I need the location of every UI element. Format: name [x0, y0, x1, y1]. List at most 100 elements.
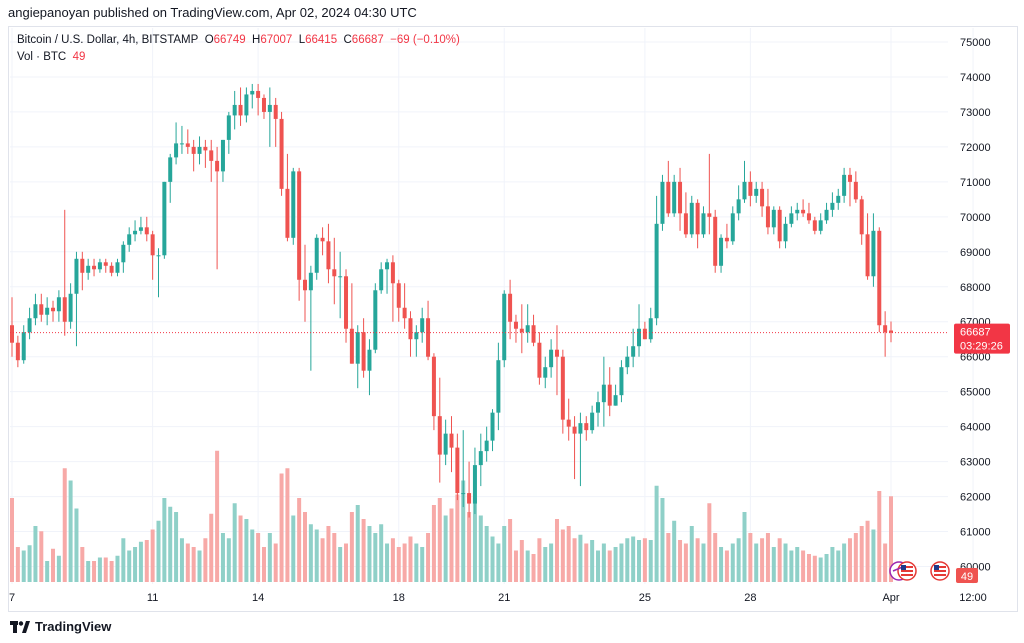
us-flag-icon[interactable]: [930, 561, 950, 581]
volume-bar: [232, 503, 237, 582]
candle-body: [648, 318, 653, 340]
time-tick-label: 28: [744, 592, 756, 604]
candle-body: [795, 209, 800, 214]
volume-bar: [806, 554, 811, 582]
candle-body: [760, 188, 765, 207]
volume-bar: [250, 529, 255, 582]
published-header: angiepanoyan published on TradingView.co…: [8, 5, 417, 20]
volume-bar: [654, 485, 659, 582]
volume-bar: [455, 494, 460, 582]
candle: [683, 192, 688, 238]
candle-body: [379, 269, 384, 291]
candle-body: [127, 234, 132, 245]
candle: [314, 234, 319, 280]
candle-body: [197, 146, 202, 154]
candle-body: [625, 356, 630, 368]
candle-body: [174, 143, 179, 158]
volume-bar: [713, 533, 718, 582]
volume-label[interactable]: Vol · BTC: [17, 51, 67, 63]
candle-body: [666, 181, 671, 214]
volume-bar: [138, 541, 143, 582]
candle-body: [713, 216, 718, 266]
candle: [349, 283, 354, 364]
candle-body: [461, 493, 466, 495]
volume-bar: [74, 508, 79, 582]
candle: [62, 209, 67, 336]
candle: [21, 325, 26, 364]
candle-body: [771, 209, 776, 228]
candle: [291, 167, 296, 245]
candle-body: [74, 258, 79, 294]
chart-frame[interactable]: [8, 26, 1018, 612]
candle: [127, 227, 132, 252]
volume-bar: [701, 543, 706, 582]
candle-body: [484, 440, 489, 452]
candle: [742, 160, 747, 203]
candle: [449, 416, 454, 473]
candle: [824, 202, 829, 224]
candle: [33, 293, 38, 326]
candle-body: [185, 143, 190, 147]
candle-body: [619, 367, 624, 396]
price-axis: 75000 74000 73000 72000 71000 70000 69000 68000…: [960, 37, 991, 574]
volume-bar: [619, 543, 624, 582]
symbol-label[interactable]: Bitcoin / U.S. Dollar, 4h, BITSTAMP: [17, 34, 199, 46]
candle: [847, 167, 852, 207]
candle: [730, 206, 735, 245]
tradingview-footer[interactable]: TradingView: [10, 619, 111, 634]
volume-bar: [695, 538, 700, 582]
candle-body: [297, 171, 302, 280]
candle: [238, 87, 243, 126]
volume-bar: [842, 543, 847, 582]
chart-legend: Bitcoin / U.S. Dollar, 4h, BITSTAMP O667…: [17, 32, 460, 66]
volume-bar: [238, 515, 243, 582]
candle: [396, 279, 401, 322]
candle-body: [27, 318, 32, 333]
candle-body: [291, 171, 296, 238]
candle-body: [877, 230, 882, 326]
candle-body: [62, 297, 67, 322]
us-flag-icon[interactable]: [889, 561, 917, 581]
volume-bar: [472, 498, 477, 582]
volume-bar: [566, 526, 571, 582]
candle-body: [367, 349, 372, 371]
volume-bar: [390, 538, 395, 582]
candle-body: [15, 342, 20, 361]
volume-bar: [39, 531, 44, 582]
change-value: −69 (−0.10%): [390, 34, 460, 46]
candle-body: [455, 447, 460, 494]
volume-bar: [771, 547, 776, 582]
candle-body: [853, 181, 858, 200]
price-tick-label: 61000: [960, 527, 991, 539]
candle: [185, 129, 190, 154]
volume-bar: [86, 561, 91, 582]
candle-body: [420, 318, 425, 333]
candle-body: [554, 349, 559, 357]
volume-bar: [601, 543, 606, 582]
candle: [765, 188, 770, 235]
volume-bar: [56, 555, 61, 582]
candle-body: [672, 181, 677, 214]
volume-bar: [484, 526, 489, 582]
candle-body: [449, 433, 454, 448]
last-volume-badge-bg: [956, 568, 978, 583]
candle-body: [502, 293, 507, 361]
volume-bar: [859, 526, 864, 582]
volume-bar: [467, 512, 472, 582]
low-value: 66415: [305, 34, 338, 46]
volume-bar: [742, 512, 747, 582]
candle-body: [285, 188, 290, 238]
volume-bar: [279, 473, 284, 582]
candle: [390, 255, 395, 322]
candle: [806, 202, 811, 224]
candle: [10, 297, 14, 357]
last-price-badge: 66687 03:29:26: [954, 323, 1010, 354]
footer-brand: TradingView: [35, 619, 112, 634]
candle: [285, 153, 290, 242]
candle: [209, 139, 214, 182]
candle-body: [783, 223, 788, 242]
candle: [256, 83, 261, 116]
candle: [215, 146, 220, 270]
candle-body: [695, 202, 700, 235]
